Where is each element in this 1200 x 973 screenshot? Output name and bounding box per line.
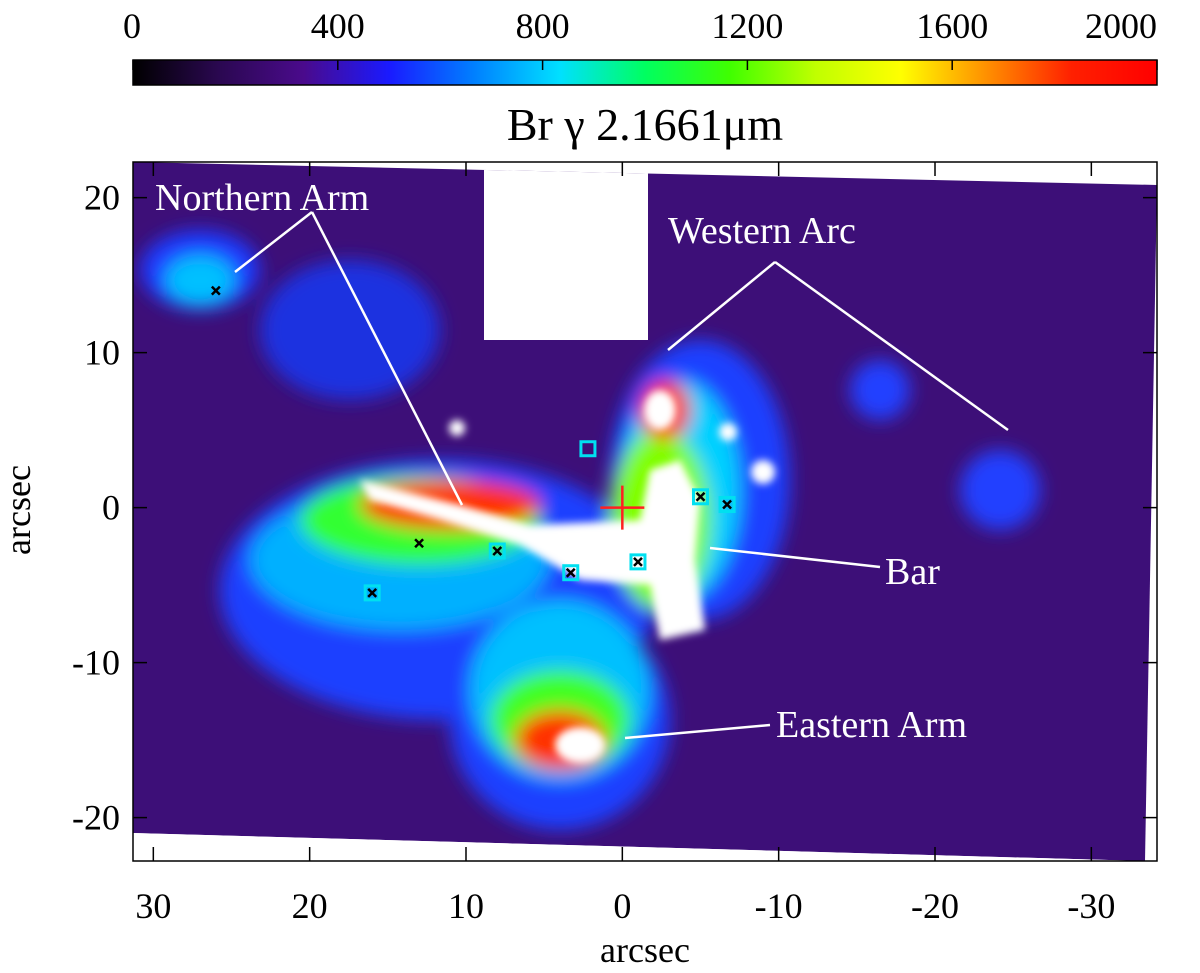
y-tick-label: -20: [72, 798, 120, 838]
x-tick-label: 10: [448, 886, 484, 926]
masked-region: [484, 162, 648, 340]
outside-field: [133, 833, 1145, 861]
square-marker: [691, 488, 709, 506]
square-marker: [579, 440, 597, 458]
colorbar-tick-label: 2000: [1085, 6, 1157, 46]
annotation: Bar: [885, 551, 940, 593]
colorbar-tick-label: 1600: [916, 6, 988, 46]
x-tick-label: 0: [613, 886, 631, 926]
annotation: Western Arc: [668, 210, 856, 252]
x-tick-label: -30: [1067, 886, 1115, 926]
cross-marker: [367, 587, 378, 598]
y-tick-label: 10: [84, 333, 120, 373]
x-tick-label: -10: [755, 886, 803, 926]
square-marker: [488, 542, 506, 560]
cross-marker: [722, 499, 732, 510]
square-marker: [562, 564, 580, 582]
cross-marker: [414, 538, 424, 549]
colorbar: [132, 59, 1158, 86]
colorbar-tick-label: 1200: [711, 6, 783, 46]
y-tick-label: 20: [84, 178, 120, 218]
annotation: Eastern Arm: [776, 704, 967, 746]
annotation-lines: [234, 211, 1009, 740]
chart-title: Br γ 2.1661μm: [507, 99, 783, 150]
cross-marker: [633, 556, 643, 567]
square-marker: [629, 553, 647, 571]
center-marker: [600, 485, 645, 530]
cross-marker: [210, 285, 221, 296]
y-tick-label: 0: [102, 488, 120, 528]
y-axis-label: arcsec: [0, 465, 38, 555]
square-marker: [718, 496, 736, 514]
x-tick-label: 30: [135, 886, 171, 926]
plot-frame: [132, 161, 1158, 862]
map-image: [133, 162, 1157, 861]
x-tick-label: 20: [292, 886, 328, 926]
colorbar-tick-label: 0: [123, 6, 141, 46]
annotation: Northern Arm: [155, 177, 369, 219]
saturated-core: [360, 390, 775, 763]
x-axis-label: arcsec: [600, 930, 690, 968]
cross-marker: [492, 546, 503, 556]
colorbar-tick-label: 800: [516, 6, 570, 46]
colorbar-tick-label: 400: [311, 6, 365, 46]
cross-marker: [695, 491, 706, 502]
cross-marker: [565, 567, 576, 578]
x-tick-label: -20: [911, 886, 959, 926]
square-marker: [363, 584, 381, 602]
y-tick-label: -10: [72, 643, 120, 683]
